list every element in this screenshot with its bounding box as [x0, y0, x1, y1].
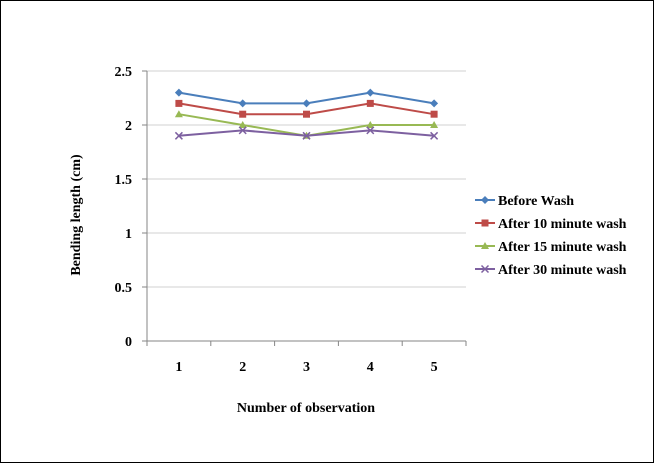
- data-point: [174, 131, 183, 140]
- data-point: [238, 126, 247, 135]
- data-point: [366, 99, 374, 107]
- legend-label: After 15 minute wash: [498, 240, 627, 255]
- data-point: [238, 121, 247, 128]
- x-tick-label: 1: [175, 360, 182, 375]
- legend-label: After 10 minute wash: [498, 217, 627, 232]
- x-tick-label: 2: [239, 360, 246, 375]
- data-point: [302, 131, 311, 140]
- data-point: [302, 99, 311, 108]
- legend-marker: [481, 219, 489, 227]
- data-point: [430, 131, 439, 140]
- x-axis-title: Number of observation: [237, 401, 375, 416]
- axes: [142, 70, 467, 346]
- legend-label: Before Wash: [498, 194, 574, 209]
- y-tick-label: 2: [125, 119, 132, 134]
- series-lines: [174, 88, 439, 140]
- data-point: [366, 88, 375, 97]
- x-tick-label: 4: [367, 360, 374, 375]
- data-point: [239, 110, 247, 118]
- series-4: [174, 126, 439, 140]
- legend-item: Before Wash: [475, 194, 574, 209]
- legend-item: After 30 minute wash: [475, 263, 627, 278]
- x-tick-label: 3: [303, 360, 310, 375]
- y-axis-title: Bending length (cm): [69, 154, 84, 276]
- data-point: [366, 126, 375, 135]
- y-tick-label: 0.5: [115, 281, 133, 296]
- data-point: [366, 121, 375, 128]
- y-tick-label: 1.5: [115, 173, 133, 188]
- y-tick-label: 0: [125, 335, 132, 350]
- data-point: [174, 88, 183, 97]
- y-tick-label: 2.5: [115, 65, 133, 80]
- y-tick-labels: 0 0.5 1 1.5 2 2.5: [115, 65, 133, 350]
- legend-marker: [480, 264, 490, 274]
- series-2: [175, 99, 438, 118]
- data-point: [174, 110, 183, 118]
- data-point: [238, 99, 247, 108]
- y-tick-label: 1: [125, 227, 132, 242]
- legend-item: After 10 minute wash: [475, 217, 627, 232]
- data-point: [303, 110, 310, 118]
- series-1: [174, 88, 439, 108]
- legend-item: After 15 minute wash: [475, 240, 627, 255]
- data-point: [430, 99, 439, 108]
- legend-marker: [481, 196, 489, 204]
- x-tick-label: 5: [431, 360, 438, 375]
- x-tick-labels: 1 2 3 4 5: [175, 360, 437, 375]
- legend: Before Wash After 10 minute wash After 15 …: [475, 194, 627, 278]
- data-point: [430, 110, 438, 118]
- legend-label: After 30 minute wash: [498, 263, 627, 278]
- data-point: [175, 99, 183, 107]
- legend-marker: [481, 242, 489, 249]
- data-point: [430, 121, 439, 128]
